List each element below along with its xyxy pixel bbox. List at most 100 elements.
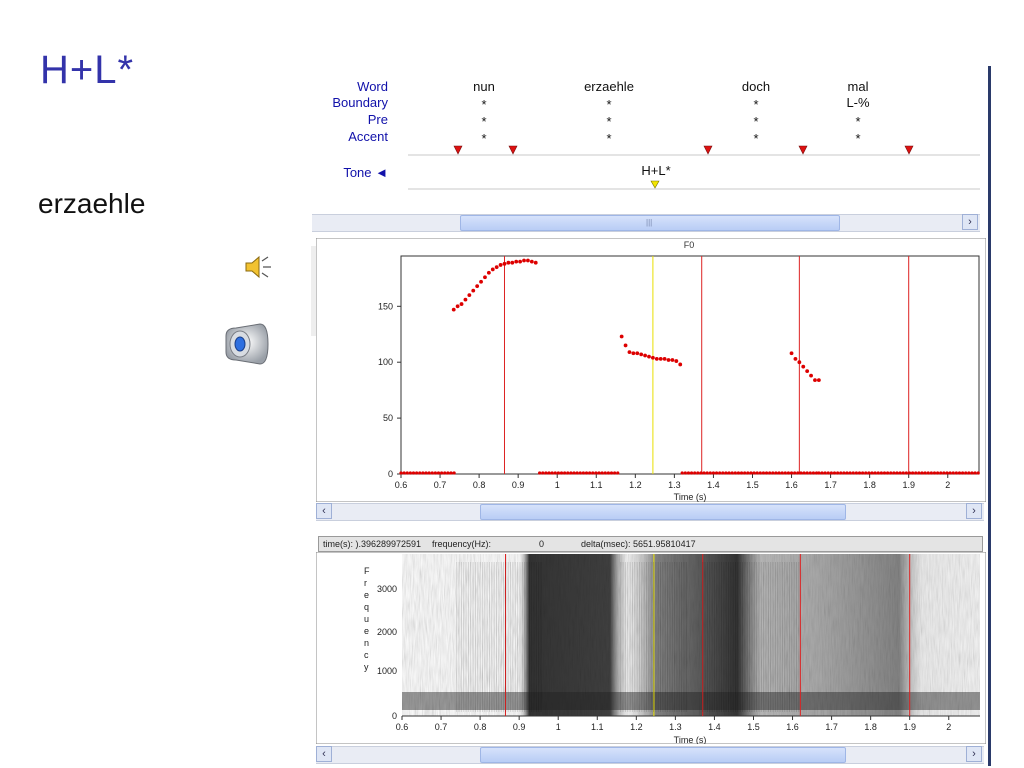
scroll-right-button[interactable]: › [966, 746, 982, 762]
spec-x-tick-label: 1.1 [591, 722, 604, 732]
f0-zero-point [550, 471, 554, 475]
f0-zero-point [929, 471, 933, 475]
f0-zero-point [829, 471, 833, 475]
f0-point [666, 358, 671, 362]
f0-zero-point [402, 471, 406, 475]
f0-zero-point [876, 471, 880, 475]
f0-point [479, 279, 483, 284]
tier-label-pre: Pre [367, 112, 388, 127]
word-nun[interactable]: nun [473, 79, 495, 94]
x-tick-label: 1.9 [902, 480, 915, 490]
f0-zero-point [578, 471, 582, 475]
svg-text:y: y [364, 662, 369, 672]
f0-point [619, 334, 624, 339]
f0-zero-point [408, 471, 412, 475]
f0-zero-point [609, 471, 614, 475]
f0-zero-point [911, 471, 915, 475]
f0-point [490, 267, 495, 272]
pre-nun: * [481, 114, 487, 129]
spectrogram-scrollbar-thumb[interactable] [480, 747, 846, 763]
f0-zero-point [430, 471, 434, 475]
f0-zero-point [851, 471, 855, 475]
f0-point [475, 284, 480, 289]
boundary-marker [453, 145, 463, 155]
f0-zero-point [774, 471, 778, 475]
x-tick-label: 1.6 [785, 480, 798, 490]
spec-x-tick-label: 2 [946, 722, 951, 732]
word-mal[interactable]: mal [847, 79, 869, 94]
f0-zero-point [945, 471, 949, 475]
f0-zero-point [424, 471, 428, 475]
f0-zero-point [705, 471, 709, 475]
f0-point [498, 263, 503, 267]
f0-zero-point [440, 471, 444, 475]
f0-scrollbar-thumb[interactable] [480, 504, 846, 520]
spec-x-tick-label: 0.7 [435, 722, 448, 732]
scroll-left-button[interactable]: ‹ [316, 746, 332, 762]
word-doch[interactable]: doch [741, 79, 771, 94]
f0-zero-point [886, 471, 890, 475]
y-tick-label: 50 [383, 413, 393, 423]
pre-mal: * [855, 114, 861, 129]
f0-zero-point [882, 471, 887, 475]
spec-x-tick-label: 0.8 [474, 722, 487, 732]
tone-h-plus-l-star[interactable]: H+L* [641, 163, 671, 178]
accent-erzaehle: * [606, 131, 612, 146]
scroll-left-button[interactable]: ‹ [316, 503, 332, 519]
f0-zero-point [870, 471, 874, 475]
f0-zero-point [823, 471, 827, 475]
f0-zero-point [588, 471, 592, 475]
f0-point [797, 360, 802, 365]
f0-zero-point [780, 471, 784, 475]
f0-point [471, 288, 476, 293]
f0-zero-point [898, 471, 902, 475]
grip-icon: ||| [646, 218, 653, 227]
f0-point [813, 378, 817, 382]
f0-zero-point [446, 471, 450, 475]
x-tick-label: 1.8 [863, 480, 876, 490]
f0-zero-point [755, 471, 759, 475]
f0-zero-point [914, 471, 918, 475]
spectrogram-ylabel-f: F [364, 566, 370, 576]
f0-zero-point [421, 471, 425, 475]
f0-zero-point [597, 471, 601, 475]
scroll-right-button[interactable]: › [966, 503, 982, 519]
f0-point [451, 307, 456, 312]
f0-zero-point [789, 471, 794, 475]
scroll-right-button[interactable]: › [962, 214, 978, 230]
svg-text:e: e [364, 590, 369, 600]
f0-zero-point [727, 471, 731, 475]
f0-point [805, 369, 810, 374]
f0-zero-point [591, 471, 595, 475]
x-tick-label: 1.1 [590, 480, 603, 490]
f0-zero-point [826, 471, 830, 475]
f0-zero-point [411, 471, 416, 475]
f0-point [789, 351, 794, 356]
tier-label-tone[interactable]: Tone ◄ [343, 165, 388, 180]
spec-xlabel: Time (s) [674, 735, 707, 744]
f0-zero-point [616, 471, 620, 475]
f0-point [674, 359, 679, 363]
f0-point [459, 302, 464, 306]
f0-zero-point [581, 471, 585, 475]
f0-point [522, 258, 526, 263]
speaker-small-icon[interactable] [244, 254, 274, 280]
f0-zero-point [873, 471, 877, 475]
f0-zero-point [547, 471, 551, 475]
f0-point [650, 355, 655, 360]
f0-zero-point [967, 471, 971, 475]
tiers-scrollbar-thumb[interactable] [460, 215, 840, 231]
y-tick-label: 100 [378, 357, 393, 367]
word-erzaehle[interactable]: erzaehle [584, 79, 634, 94]
f0-chart: F0 0.6 0.7 0.8 0.9 1 1.1 1.2 1.3 1.4 1.5 1.6 1.7 1.8… [316, 238, 986, 502]
f0-zero-point [693, 471, 697, 475]
f0-point [658, 356, 663, 361]
f0-zero-point [711, 471, 716, 475]
f0-zero-point [805, 471, 809, 475]
f0-point [514, 259, 519, 264]
speaker-large-icon[interactable] [220, 322, 270, 366]
f0-zero-point [777, 471, 781, 475]
f0-zero-point [553, 471, 557, 475]
f0-zero-point [786, 471, 791, 475]
f0-zero-point [733, 471, 737, 475]
